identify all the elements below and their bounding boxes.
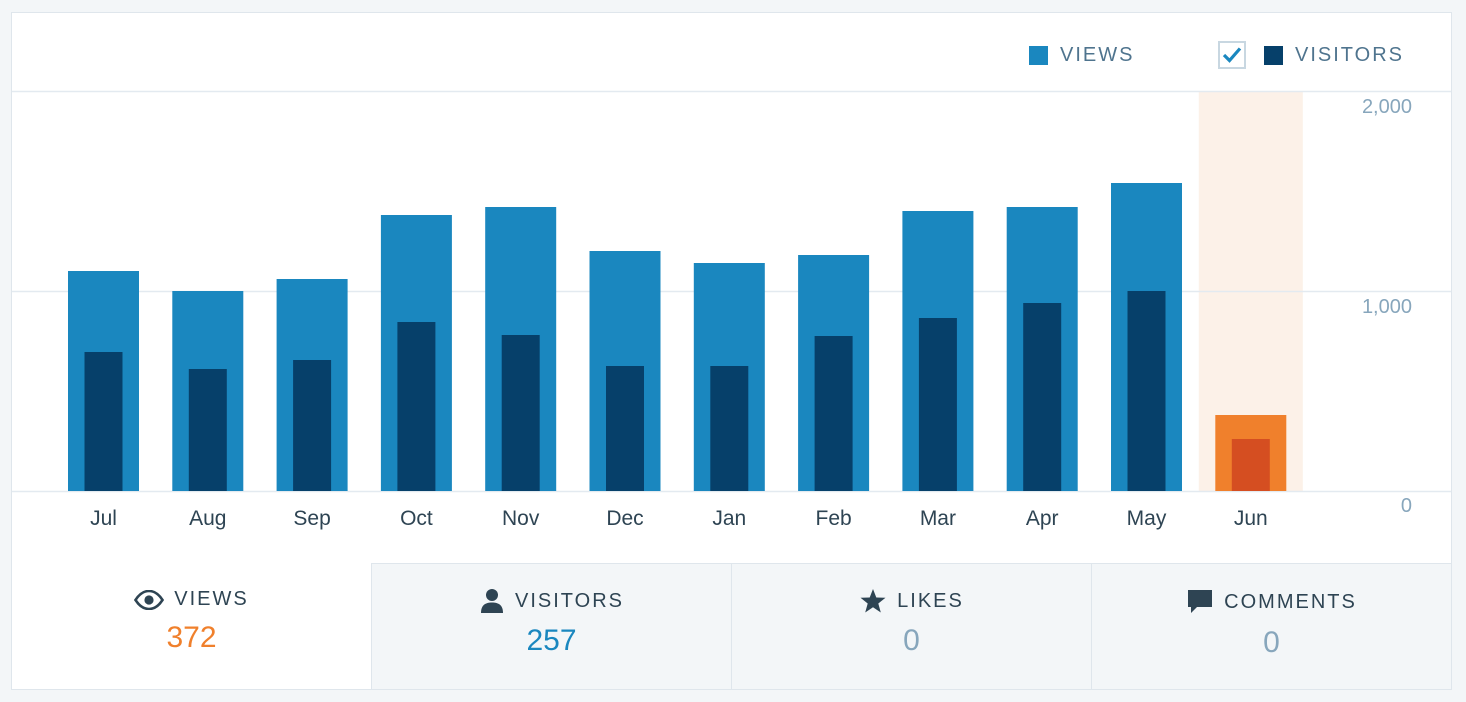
legend-visitors-label: VISITORS: [1295, 43, 1404, 66]
visitors-bar: [814, 336, 853, 491]
visitors-bar: [397, 322, 436, 491]
tab-comments[interactable]: COMMENTS 0: [1091, 563, 1451, 689]
star-icon: [860, 589, 886, 613]
tab-likes-value: 0: [903, 624, 920, 657]
x-tick-label: Jul: [90, 507, 117, 530]
chart-legend: VIEWS VISITORS: [12, 13, 1451, 91]
tab-visitors[interactable]: VISITORS 257: [371, 563, 731, 689]
tab-visitors-value: 257: [526, 624, 577, 657]
checkmark-icon: [1222, 47, 1242, 63]
tab-views-value: 372: [166, 621, 217, 654]
x-tick-label: Mar: [920, 507, 956, 530]
visitors-bar: [501, 335, 540, 491]
tab-comments-head: COMMENTS: [1186, 588, 1357, 616]
x-tick-label: Oct: [400, 507, 433, 530]
visitors-bar: [1127, 291, 1166, 491]
visitors-checkbox[interactable]: [1218, 41, 1246, 69]
tab-comments-label: COMMENTS: [1224, 590, 1357, 613]
tab-likes-head: LIKES: [859, 588, 964, 614]
tab-visitors-label: VISITORS: [515, 589, 624, 612]
x-tick-label: Nov: [502, 507, 540, 530]
tab-visitors-head: VISITORS: [479, 588, 624, 614]
legend-views: VIEWS: [1029, 41, 1134, 69]
x-tick-label: Jun: [1234, 507, 1268, 530]
person-icon: [481, 589, 503, 613]
x-tick-label: Sep: [293, 507, 330, 530]
tab-likes[interactable]: LIKES 0: [731, 563, 1091, 689]
visitors-bar: [1023, 303, 1062, 491]
bar-chart: 2,000 1,000 0 Jul Aug Sep Oct Nov Dec Jan Feb Mar Ap…: [12, 90, 1451, 530]
stats-card: VIEWS VISITORS 2,000 1,000 0 Jul Aug Sep Oct No…: [11, 12, 1452, 690]
tab-views-head: VIEWS: [134, 588, 248, 611]
visitors-bar: [606, 366, 644, 491]
visitors-bar: [1231, 439, 1270, 491]
x-tick-label: May: [1127, 507, 1167, 530]
tab-likes-label: LIKES: [897, 589, 964, 612]
visitors-swatch: [1264, 45, 1283, 65]
legend-visitors[interactable]: VISITORS: [1218, 41, 1404, 69]
visitors-bar: [918, 318, 957, 491]
tab-views[interactable]: VIEWS 372: [12, 563, 371, 689]
visitors-bar: [293, 360, 332, 491]
x-tick-label: Apr: [1026, 507, 1059, 530]
x-tick-label: Aug: [189, 507, 226, 530]
tab-comments-value: 0: [1263, 626, 1280, 659]
y-tick-label: 2,000: [1362, 96, 1412, 118]
y-tick-label: 0: [1401, 495, 1412, 517]
visitors-bar: [84, 352, 123, 491]
x-tick-label: Feb: [816, 507, 852, 530]
x-tick-label: Dec: [606, 507, 643, 530]
legend-views-label: VIEWS: [1060, 43, 1135, 66]
visitors-bar: [710, 366, 749, 491]
comment-icon: [1188, 590, 1213, 613]
stats-tabs: VIEWS 372 VISITORS 257 LIKES 0: [12, 563, 1451, 689]
eye-icon: [134, 589, 165, 610]
x-tick-label: Jan: [712, 507, 746, 530]
tab-views-label: VIEWS: [174, 588, 249, 610]
visitors-bar: [188, 369, 227, 491]
y-tick-label: 1,000: [1362, 296, 1412, 318]
views-swatch: [1029, 45, 1048, 65]
